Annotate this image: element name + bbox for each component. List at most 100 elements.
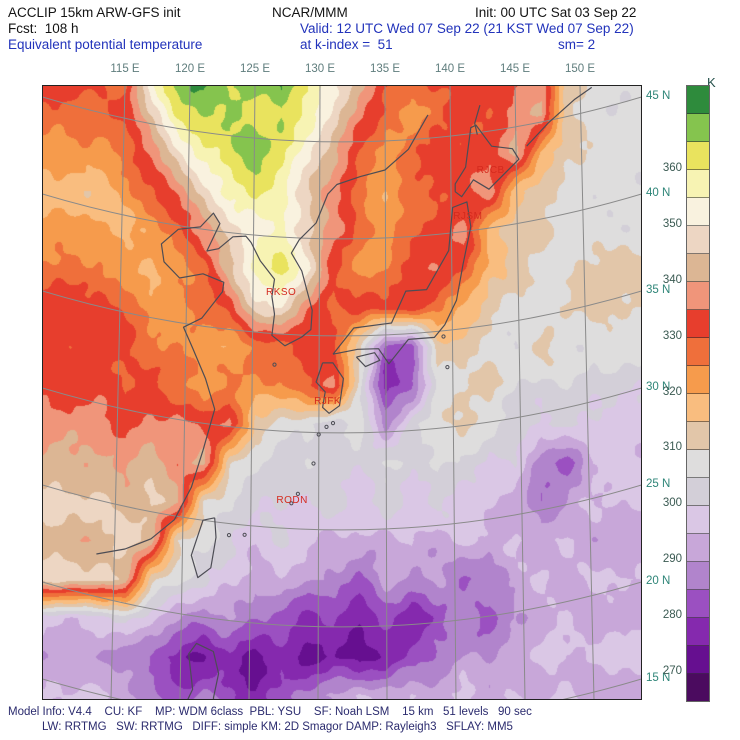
colorbar-tick-340: 340 — [662, 273, 682, 286]
coastline-taiwan — [190, 517, 217, 579]
forecast-hour: Fcst: 108 h — [8, 21, 79, 36]
colorbar-segment — [687, 254, 709, 282]
colorbar-segment — [687, 338, 709, 366]
lat-label-40N: 40 N — [646, 186, 671, 199]
coastline-china-korea-russia — [96, 114, 429, 555]
colorbar-segment — [687, 170, 709, 198]
colorbar-tick-350: 350 — [662, 217, 682, 230]
island-dot — [316, 432, 321, 437]
island-dot — [441, 334, 446, 339]
colorbar-segment — [687, 282, 709, 310]
colorbar-segment — [687, 142, 709, 170]
island-dot — [272, 362, 277, 367]
map-panel: RJCB RJSM RKSO RJFK RODN — [42, 85, 642, 700]
island-dot — [289, 501, 294, 506]
colorbar-tick-300: 300 — [662, 497, 682, 510]
island-dot — [311, 461, 316, 466]
island-dot — [324, 424, 329, 429]
plot-title: Equivalent potential temperature — [8, 37, 203, 52]
meridian-115E — [110, 85, 126, 700]
colorbar-segment — [687, 310, 709, 338]
colorbar-segment — [687, 114, 709, 142]
parallel-35N — [42, 290, 642, 337]
station-label-RJCB: RJCB — [476, 165, 505, 177]
island-dot — [330, 421, 336, 426]
parallel-40N — [42, 193, 642, 240]
lat-label-35N: 35 N — [646, 283, 671, 296]
colorbar-segment — [687, 422, 709, 450]
colorbar-segment — [687, 226, 709, 254]
lat-label-30N: 30 N — [646, 380, 671, 393]
lat-label-20N: 20 N — [646, 574, 671, 587]
colorbar-tick-320: 320 — [662, 385, 682, 398]
map-border — [42, 85, 642, 700]
map-overlay — [42, 85, 642, 700]
lat-label-45N: 45 N — [646, 89, 671, 102]
lon-label-145E: 145 E — [499, 63, 531, 75]
meridian-150E — [579, 85, 595, 700]
colorbar-tick-270: 270 — [662, 665, 682, 678]
meridian-120E — [179, 85, 191, 700]
colorbar-segment — [687, 618, 709, 646]
colorbar-segment — [687, 674, 709, 701]
lon-label-115E: 115 E — [110, 63, 140, 75]
colorbar-tick-330: 330 — [662, 329, 682, 342]
station-label-RJSM: RJSM — [453, 211, 483, 223]
init-time: Init: 00 UTC Sat 03 Sep 22 — [475, 5, 637, 20]
model-info-line2: LW: RRTMG SW: RRTMG DIFF: simple KM: 2D … — [42, 721, 513, 733]
lon-label-140E: 140 E — [434, 63, 466, 75]
colorbar-segment — [687, 506, 709, 534]
coastline-kurils — [526, 86, 593, 147]
lon-label-120E: 120 E — [174, 63, 206, 75]
parallel-20N — [42, 581, 642, 628]
colorbar-segment — [687, 366, 709, 394]
parallel-25N — [42, 484, 642, 531]
lon-label-150E: 150 E — [564, 63, 596, 75]
island-dot — [242, 532, 247, 537]
lon-label-135E: 135 E — [369, 63, 401, 75]
island-dot — [295, 491, 300, 496]
colorbar-segment — [687, 562, 709, 590]
coastline-hokkaido — [454, 124, 520, 198]
colorbar-segment — [687, 646, 709, 674]
level-label: at k-index = 51 — [300, 37, 393, 52]
model-name: ACCLIP 15km ARW-GFS init — [8, 5, 181, 20]
colorbar-segment — [687, 394, 709, 422]
colorbar-segment — [687, 478, 709, 506]
lon-label-130E: 130 E — [304, 63, 336, 75]
parallel-30N — [42, 387, 642, 434]
center-name: NCAR/MMM — [272, 5, 348, 20]
colorbar — [686, 85, 710, 702]
valid-time: Valid: 12 UTC Wed 07 Sep 22 (21 KST Wed … — [300, 21, 634, 36]
lon-label-125E: 125 E — [239, 63, 271, 75]
island-dot — [226, 533, 232, 538]
coastline-kyushu — [315, 362, 344, 414]
colorbar-tick-280: 280 — [662, 609, 682, 622]
colorbar-segment — [687, 534, 709, 562]
meridian-125E — [248, 85, 256, 700]
station-label-RJFK: RJFK — [314, 395, 342, 407]
meridian-135E — [384, 85, 388, 700]
colorbar-segment — [687, 198, 709, 226]
model-info-line1: Model Info: V4.4 CU: KF MP: WDM 6class P… — [8, 706, 532, 718]
lat-label-25N: 25 N — [646, 477, 671, 490]
colorbar-tick-310: 310 — [662, 441, 682, 454]
parallel-45N — [42, 96, 642, 143]
island-dot — [445, 365, 450, 370]
coastline-sakhalin — [474, 105, 481, 135]
colorbar-segment — [687, 450, 709, 478]
coastline-honshu — [332, 201, 472, 365]
colorbar-unit-label: K — [707, 75, 716, 90]
meridian-145E — [514, 85, 526, 700]
colorbar-segment — [687, 590, 709, 618]
meridian-140E — [449, 85, 457, 700]
lat-label-15N: 15 N — [646, 671, 671, 684]
colorbar-tick-290: 290 — [662, 553, 682, 566]
station-label-RKSO: RKSO — [266, 287, 297, 299]
smoothing-label: sm= 2 — [558, 37, 596, 52]
meridian-130E — [317, 85, 321, 700]
colorbar-tick-360: 360 — [662, 161, 682, 174]
theta-e-field-canvas — [42, 85, 642, 700]
station-label-RODN: RODN — [276, 495, 308, 507]
